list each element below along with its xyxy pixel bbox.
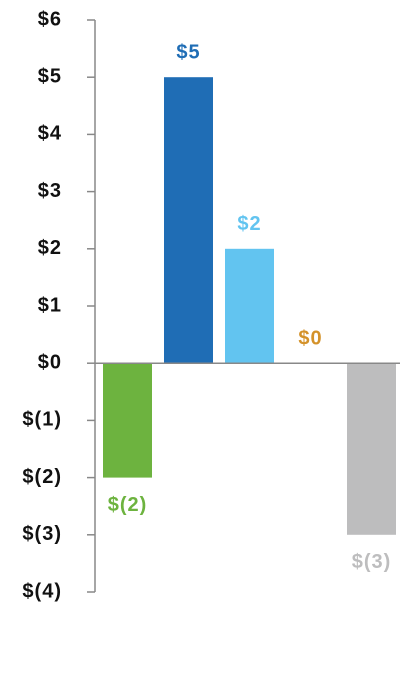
- value-label: $2: [237, 213, 261, 235]
- value-label: $5: [176, 41, 200, 63]
- bar: [164, 77, 213, 364]
- bar: [225, 248, 274, 364]
- value-label: $(2): [108, 494, 148, 516]
- y-tick-label: $0: [38, 351, 62, 373]
- y-tick-label: $1: [38, 294, 62, 316]
- value-label: $0: [298, 327, 322, 349]
- y-tick-label: $6: [38, 8, 62, 30]
- y-tick-label: $4: [38, 123, 62, 145]
- y-tick-label: $(2): [22, 466, 62, 488]
- y-tick-label: $5: [38, 65, 62, 87]
- y-tick-label: $2: [38, 237, 62, 259]
- bar: [103, 363, 152, 478]
- y-tick-label: $3: [38, 180, 62, 202]
- y-tick-label: $(4): [22, 580, 62, 602]
- y-tick-label: $(3): [22, 523, 62, 545]
- bar: [347, 363, 396, 535]
- y-tick-label: $(1): [22, 409, 62, 431]
- value-label: $(3): [352, 551, 392, 573]
